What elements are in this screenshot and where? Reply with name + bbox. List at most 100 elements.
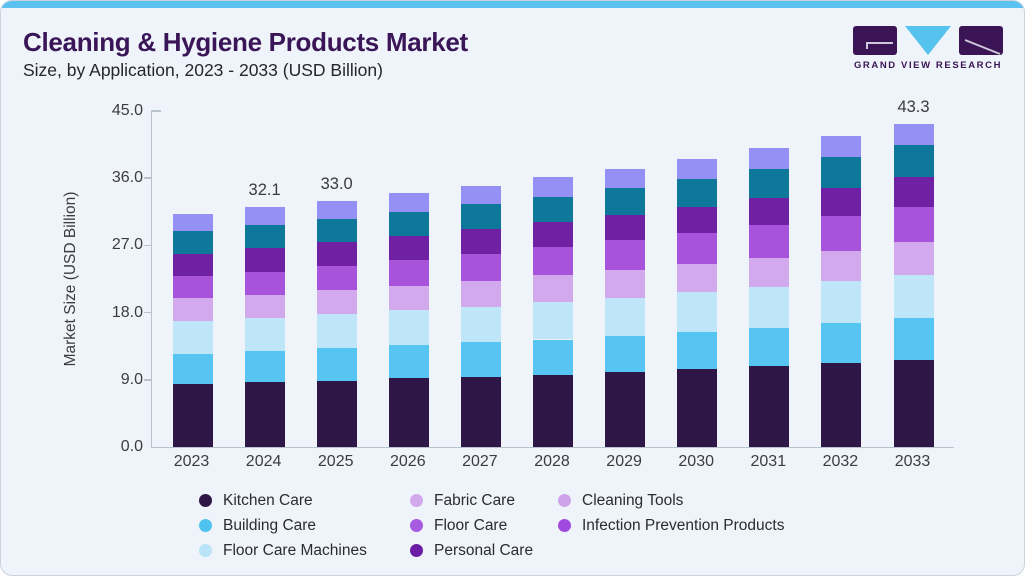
y-axis-title: Market Size (USD Billion) — [62, 191, 79, 367]
bar-segment-floor-care-2031 — [749, 225, 790, 259]
legend-dot-icon — [558, 519, 571, 532]
bar-segment-fabric-care-2029 — [605, 270, 646, 298]
legend-label: Infection Prevention Products — [582, 516, 785, 534]
legend-item-floor-care: Floor Care — [410, 517, 558, 535]
accent-top-bar — [1, 1, 1024, 8]
page-subtitle: Size, by Application, 2023 - 2033 (USD B… — [23, 60, 383, 80]
bar-segment-personal-care-2030 — [677, 206, 718, 233]
bar-segment-building-care-2030 — [677, 332, 718, 370]
bar-segment-floor-care-2023 — [172, 276, 213, 299]
bar-segment-floor-care-2027 — [460, 253, 501, 281]
legend-label: Kitchen Care — [223, 491, 313, 509]
legend-label: Floor Care Machines — [223, 541, 367, 559]
legend-label: Floor Care — [434, 516, 508, 534]
y-tick-label: 27.0 — [111, 236, 143, 254]
bar-segment-infection-prevention-products-2028 — [533, 177, 573, 197]
bar-segment-floor-care-2026 — [388, 260, 429, 286]
bar-segment-cleaning-tools-2029 — [605, 187, 646, 215]
bar-segment-fabric-care-2026 — [388, 285, 429, 311]
legend-label: Cleaning Tools — [582, 491, 684, 509]
bar-segment-floor-care-machines-2023 — [172, 320, 213, 354]
legend-dot-icon — [199, 544, 212, 557]
bar-segment-kitchen-care-2026 — [388, 378, 429, 447]
bar-segment-personal-care-2027 — [460, 229, 501, 254]
bar-segment-building-care-2023 — [172, 353, 213, 384]
bar-segment-kitchen-care-2033 — [893, 359, 934, 447]
bar-segment-floor-care-2025 — [316, 265, 357, 291]
bar-segment-infection-prevention-products-2027 — [460, 185, 501, 205]
bar-segment-kitchen-care-2023 — [172, 383, 213, 447]
bar-segment-building-care-2032 — [821, 323, 862, 364]
y-tick-mark — [144, 244, 151, 247]
bar-segment-cleaning-tools-2023 — [172, 231, 213, 254]
bar-segment-building-care-2026 — [388, 345, 429, 379]
y-tick-mark — [144, 177, 151, 179]
bar-segment-fabric-care-2031 — [749, 258, 790, 288]
y-tick-label: 0.0 — [120, 438, 143, 455]
bar-segment-fabric-care-2032 — [821, 250, 862, 282]
bar-segment-building-care-2027 — [460, 342, 501, 377]
bar-segment-cleaning-tools-2026 — [388, 211, 429, 237]
page-title: Cleaning & Hygiene Products Market — [23, 27, 468, 57]
bar-segment-floor-care-2029 — [605, 240, 646, 271]
bar-segment-building-care-2025 — [316, 348, 357, 381]
bar-segment-building-care-2028 — [533, 339, 573, 375]
bar-segment-building-care-2033 — [893, 317, 934, 360]
bar-segment-floor-care-machines-2028 — [533, 302, 573, 340]
x-tick-label-2033: 2033 — [894, 453, 931, 470]
bar-segment-infection-prevention-products-2024 — [244, 207, 285, 226]
legend-label: Fabric Care — [434, 491, 515, 509]
y-axis-top-cap — [151, 110, 161, 112]
bar-segment-fabric-care-2024 — [244, 294, 285, 318]
bar-segment-infection-prevention-products-2026 — [388, 193, 429, 212]
bar-segment-fabric-care-2027 — [460, 280, 501, 307]
gvr-logo-icon — [853, 26, 1003, 55]
x-tick-label-2023: 2023 — [173, 453, 210, 470]
bar-segment-fabric-care-2030 — [677, 264, 718, 293]
bar-segment-kitchen-care-2031 — [749, 366, 790, 447]
bar-segment-floor-care-2032 — [821, 216, 862, 251]
x-tick-label-2030: 2030 — [678, 453, 714, 470]
bar-segment-personal-care-2032 — [821, 187, 862, 217]
bar-segment-floor-care-machines-2024 — [244, 317, 285, 352]
x-tick-label-2032: 2032 — [822, 453, 859, 470]
legend-item-personal-care: Personal Care — [410, 542, 558, 560]
bar-segment-infection-prevention-products-2030 — [677, 158, 718, 179]
bar-segment-kitchen-care-2028 — [533, 374, 573, 447]
y-tick-label: 18.0 — [111, 303, 143, 321]
bar-segment-building-care-2031 — [749, 327, 790, 367]
y-tick-label: 36.0 — [111, 169, 143, 187]
x-tick-label-2028: 2028 — [534, 453, 570, 470]
legend-label: Personal Care — [434, 541, 534, 559]
bar-segment-kitchen-care-2027 — [460, 376, 501, 447]
bar-segment-personal-care-2024 — [244, 248, 285, 272]
bar-segment-fabric-care-2033 — [893, 242, 934, 275]
bar-total-label-2024: 32.1 — [248, 181, 281, 200]
bar-segment-cleaning-tools-2025 — [316, 218, 357, 243]
bar-segment-floor-care-machines-2031 — [749, 287, 790, 328]
bar-segment-floor-care-2028 — [533, 246, 573, 276]
y-tick-label: 9.0 — [120, 370, 143, 388]
x-tick-label-2027: 2027 — [462, 453, 498, 470]
bar-total-label-2025: 33.0 — [320, 174, 353, 193]
bar-segment-floor-care-2024 — [244, 271, 285, 295]
bar-segment-kitchen-care-2030 — [677, 369, 718, 447]
legend-dot-icon — [410, 519, 423, 532]
bar-segment-building-care-2024 — [244, 351, 285, 383]
bar-segment-building-care-2029 — [605, 335, 646, 373]
bar-segment-fabric-care-2028 — [533, 275, 573, 303]
legend-dot-icon — [199, 494, 212, 507]
bar-segment-floor-care-machines-2030 — [677, 292, 718, 333]
legend-item-floor-care-machines: Floor Care Machines — [199, 542, 410, 560]
legend-dot-icon — [199, 519, 212, 532]
legend-item-building-care: Building Care — [199, 517, 410, 535]
legend-item-cleaning-tools: Cleaning Tools — [558, 492, 888, 510]
legend-item-fabric-care: Fabric Care — [410, 492, 558, 510]
x-tick-label-2026: 2026 — [390, 453, 426, 470]
x-tick-label-2029: 2029 — [606, 453, 642, 470]
bar-segment-floor-care-2033 — [893, 206, 934, 243]
y-tick-label: 45.0 — [111, 102, 143, 119]
bar-segment-floor-care-machines-2026 — [388, 310, 429, 346]
